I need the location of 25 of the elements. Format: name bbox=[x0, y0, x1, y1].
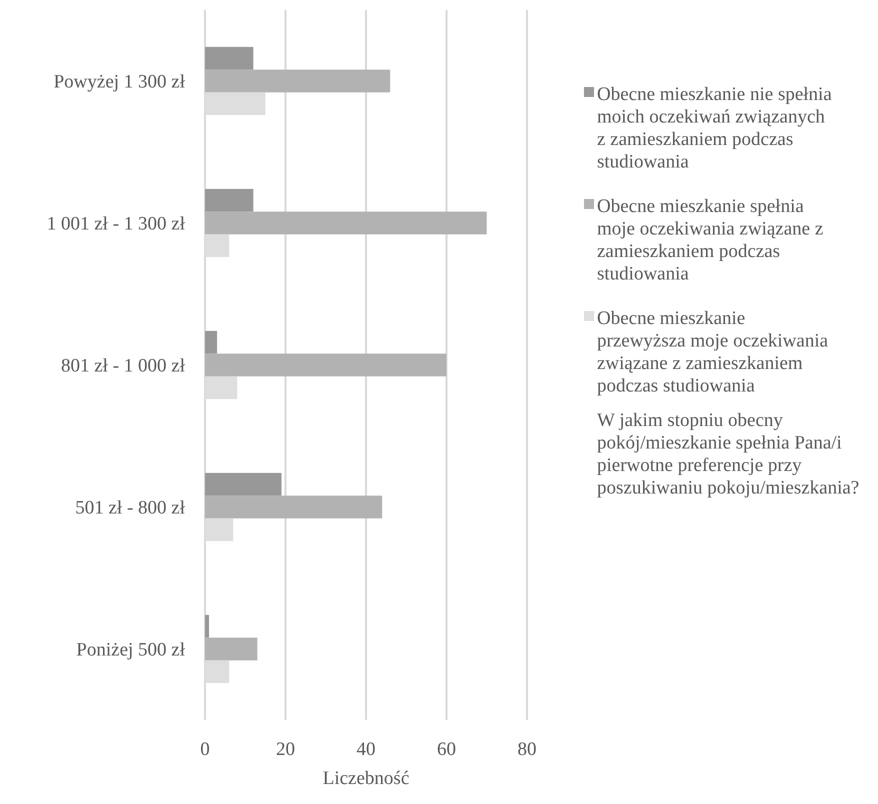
bar bbox=[205, 212, 487, 234]
y-tick-label: 1 001 zł - 1 300 zł bbox=[46, 214, 186, 235]
x-tick-label: 0 bbox=[200, 739, 210, 760]
bar bbox=[205, 354, 446, 376]
bar bbox=[205, 472, 282, 496]
bar bbox=[205, 70, 390, 92]
bar bbox=[205, 614, 210, 638]
legend-label: Obecne mieszkanie przewyższa moje oczekiwania związane z zamieszkaniem podczas studiowania bbox=[597, 308, 829, 396]
y-tick-label: Powyżej 1 300 zł bbox=[54, 72, 186, 93]
y-tick-label: 801 zł - 1 000 zł bbox=[60, 356, 186, 377]
legend-title: W jakim stopniu obecny pokój/mieszkanie spełnia Pana/i pierwotne preferencje przy poszukiwaniu pokoju/mieszkania? bbox=[597, 410, 860, 498]
x-tick-label: 60 bbox=[437, 739, 456, 760]
bar bbox=[205, 188, 254, 212]
bar bbox=[205, 496, 382, 518]
bar bbox=[205, 330, 218, 354]
legend-label: Obecne mieszkanie nie spełnia moich oczekiwań związanych z zamieszkaniem podczas studiowania bbox=[597, 84, 832, 172]
x-axis-title: Liczebność bbox=[322, 768, 410, 789]
x-tick-label: 80 bbox=[518, 739, 536, 760]
bar bbox=[205, 46, 254, 70]
y-tick-label: 501 zł - 800 zł bbox=[75, 498, 186, 519]
x-tick-label: 40 bbox=[356, 739, 376, 760]
y-tick-label: Poniżej 500 zł bbox=[76, 640, 186, 661]
x-tick-label: 20 bbox=[276, 739, 295, 760]
bar bbox=[205, 638, 258, 660]
legend-label: Obecne mieszkanie spełnia moje oczekiwania związane z zamieszkaniem podczas studiowania bbox=[597, 196, 824, 284]
